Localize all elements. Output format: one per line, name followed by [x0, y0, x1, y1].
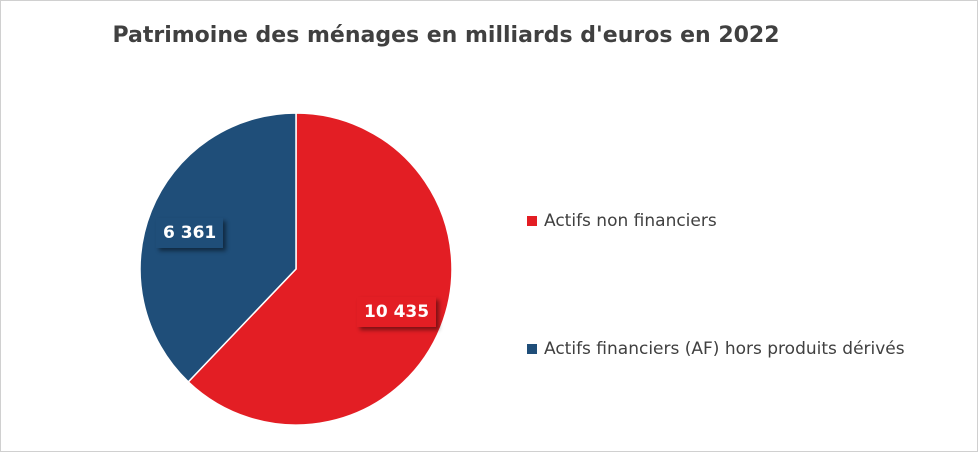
legend-swatch-actifs-financiers [527, 344, 537, 354]
legend-label-actifs-financiers: Actifs financiers (AF) hors produits dér… [544, 339, 905, 359]
legend-item-actifs-non-financiers: Actifs non financiers [527, 211, 717, 231]
data-label-actifs-financiers: 6 361 [156, 218, 224, 248]
legend-item-actifs-financiers: Actifs financiers (AF) hors produits dér… [527, 339, 905, 359]
data-label-actifs-non-financiers: 10 435 [357, 297, 437, 327]
legend-label-actifs-non-financiers: Actifs non financiers [544, 211, 717, 231]
chart-title: Patrimoine des ménages en milliards d'eu… [112, 23, 780, 48]
slice-actifs-non-financiers [187, 112, 453, 426]
legend-swatch-actifs-non-financiers [527, 216, 537, 226]
